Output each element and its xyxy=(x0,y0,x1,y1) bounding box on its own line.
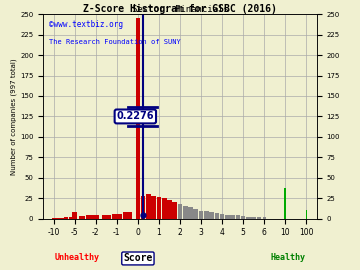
Bar xyxy=(167,200,172,219)
Bar xyxy=(172,202,177,219)
Bar xyxy=(193,209,198,219)
Bar xyxy=(64,217,68,219)
Bar xyxy=(112,214,122,219)
Bar xyxy=(257,217,261,219)
Bar xyxy=(157,197,161,219)
Text: The Research Foundation of SUNY: The Research Foundation of SUNY xyxy=(49,39,180,45)
Bar xyxy=(235,215,240,219)
Bar xyxy=(251,217,256,219)
Bar xyxy=(215,213,219,219)
Bar xyxy=(162,198,167,219)
Bar xyxy=(263,217,266,219)
Text: Healthy: Healthy xyxy=(271,254,306,262)
Bar xyxy=(69,217,72,219)
Text: Score: Score xyxy=(123,254,153,264)
Text: Unhealthy: Unhealthy xyxy=(54,254,99,262)
Bar xyxy=(178,204,182,219)
Text: Sector: Financials: Sector: Financials xyxy=(132,5,228,14)
Bar xyxy=(86,215,92,219)
Bar xyxy=(209,212,214,219)
Bar xyxy=(199,211,203,219)
Bar xyxy=(92,215,99,219)
Text: ©www.textbiz.org: ©www.textbiz.org xyxy=(49,20,123,29)
Y-axis label: Number of companies (997 total): Number of companies (997 total) xyxy=(11,58,17,175)
Text: 0.2276: 0.2276 xyxy=(117,112,154,122)
Bar xyxy=(188,207,193,219)
Bar xyxy=(204,211,209,219)
Title: Z-Score Histogram for GSBC (2016): Z-Score Histogram for GSBC (2016) xyxy=(83,4,277,14)
Bar xyxy=(306,210,307,219)
Bar xyxy=(102,215,111,219)
Bar xyxy=(136,18,140,219)
Bar xyxy=(246,217,251,219)
Bar xyxy=(284,188,287,219)
Bar xyxy=(60,218,64,219)
Bar xyxy=(123,212,132,219)
Bar xyxy=(230,215,235,219)
Bar xyxy=(56,218,60,219)
Bar xyxy=(146,194,151,219)
Bar xyxy=(52,218,55,219)
Bar xyxy=(78,216,85,219)
Bar xyxy=(141,196,145,219)
Bar xyxy=(72,212,77,219)
Bar xyxy=(183,206,188,219)
Bar xyxy=(225,215,230,219)
Bar xyxy=(220,214,224,219)
Bar xyxy=(151,196,156,219)
Bar xyxy=(241,216,246,219)
